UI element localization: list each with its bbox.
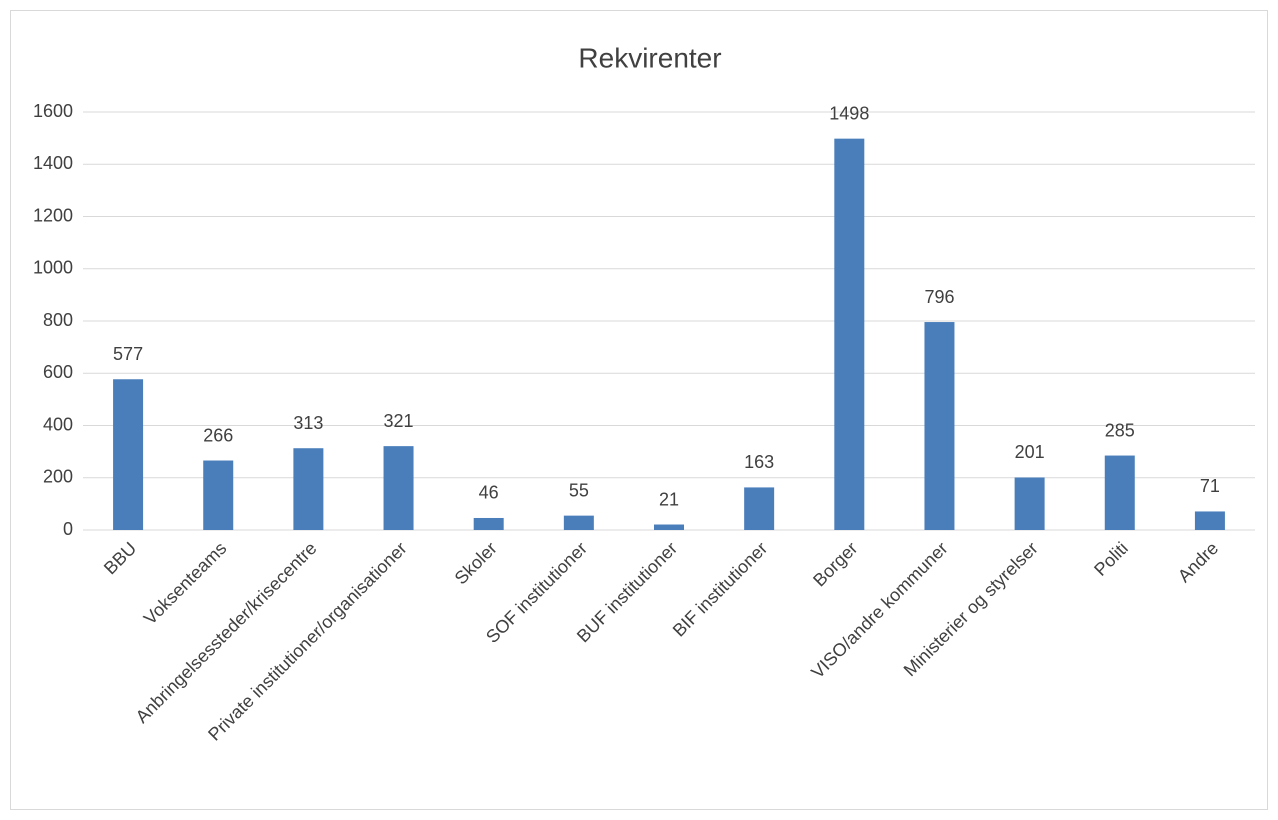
data-label: 321 xyxy=(384,411,414,431)
bar xyxy=(293,448,324,530)
bar xyxy=(1194,511,1225,530)
bar xyxy=(924,322,955,530)
data-label: 266 xyxy=(203,425,233,445)
data-label: 71 xyxy=(1200,476,1220,496)
bar xyxy=(383,446,414,530)
y-tick-label: 1200 xyxy=(33,205,73,225)
data-label: 21 xyxy=(659,489,679,509)
y-tick-label: 0 xyxy=(63,519,73,539)
y-tick-label: 1000 xyxy=(33,258,73,278)
y-tick-label: 1400 xyxy=(33,153,73,173)
data-label: 313 xyxy=(293,413,323,433)
data-label: 577 xyxy=(113,344,143,364)
bar xyxy=(563,515,594,530)
bar xyxy=(654,524,684,530)
data-label: 46 xyxy=(479,483,499,503)
y-tick-label: 200 xyxy=(43,467,73,487)
y-tick-label: 600 xyxy=(43,362,73,382)
bar xyxy=(834,138,865,530)
y-tick-label: 1600 xyxy=(33,101,73,121)
data-label: 201 xyxy=(1015,442,1045,462)
bar xyxy=(203,460,234,530)
bar xyxy=(744,487,775,530)
chart-title: Rekvirenter xyxy=(578,42,721,73)
data-label: 796 xyxy=(924,287,954,307)
bar xyxy=(1104,455,1135,530)
data-label: 55 xyxy=(569,480,589,500)
data-label: 285 xyxy=(1105,420,1135,440)
data-label: 1498 xyxy=(829,103,869,123)
bar xyxy=(473,517,504,530)
data-label: 163 xyxy=(744,452,774,472)
bar xyxy=(1014,477,1045,530)
y-tick-label: 400 xyxy=(43,414,73,434)
y-tick-label: 800 xyxy=(43,310,73,330)
bar xyxy=(113,379,144,530)
chart-border xyxy=(10,10,1268,810)
